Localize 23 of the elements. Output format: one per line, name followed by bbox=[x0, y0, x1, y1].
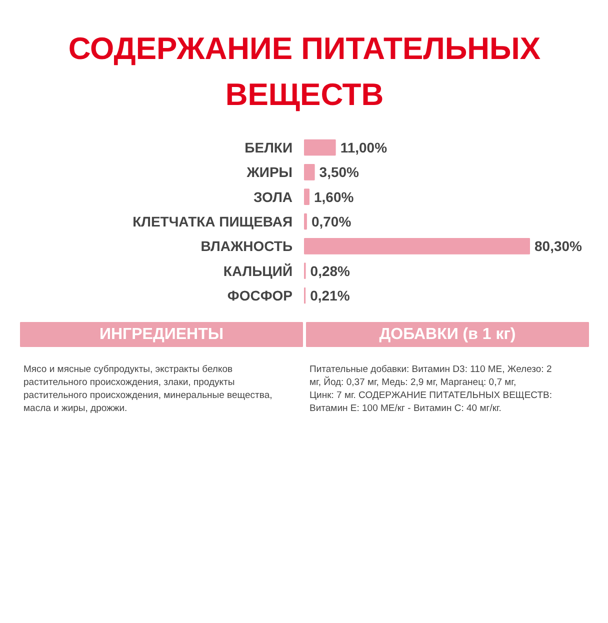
bar bbox=[304, 164, 315, 180]
data-label: 0,70% bbox=[311, 214, 352, 230]
data-label: 1,60% bbox=[314, 188, 354, 205]
chart-title: СОДЕРЖАНИЕ ПИТАТЕЛЬНЫХ ВЕЩЕСТВ bbox=[68, 31, 541, 112]
data-label: 3,50% bbox=[319, 164, 360, 180]
y-tick-label: ВЛАЖНОСТЬ bbox=[200, 238, 293, 254]
y-tick-label: КЛЕТЧАТКА ПИЩЕВАЯ bbox=[132, 214, 292, 230]
data-label: 0,28% bbox=[310, 262, 351, 279]
data-label: 0,21% bbox=[310, 288, 350, 304]
bar bbox=[304, 238, 530, 254]
data-label: 11,00% bbox=[340, 140, 388, 156]
text: Питательные добавки: Витамин D3: 110 МЕ, Железо: 2 мг, Йод: 0,37 мг, Медь: 2,9 мг, Марганец: 0,7 мг, Цинк: 7 мг. СОДЕРЖАНИЕ ПИТАТЕЛЬНЫХ ВЕЩЕСТВ: Витамин Е: 100 МЕ/кг - Витамин С: 40 мг/кг. bbox=[310, 364, 552, 414]
y-tick-label: КАЛЬЦИЙ bbox=[223, 262, 293, 279]
bar bbox=[304, 139, 336, 156]
y-tick-label: ЗОЛА bbox=[253, 188, 292, 205]
text: ИНГРЕДИЕНТЫ bbox=[99, 326, 224, 343]
text: Мясо и мясные субпродукты, экстракты белков растительного происхождения, злаки, продукты растительного происхождения, минеральные вещества, масла и жиры, дрожжи. bbox=[24, 364, 272, 414]
y-tick-label: ФОСФОР bbox=[227, 288, 293, 304]
text: ДОБАВКИ (в 1 кг) bbox=[379, 326, 516, 343]
bar bbox=[304, 188, 310, 205]
y-tick-label: БЕЛКИ bbox=[244, 140, 293, 156]
y-tick-label: ЖИРЫ bbox=[246, 164, 293, 180]
data-label: 80,30% bbox=[534, 238, 583, 254]
